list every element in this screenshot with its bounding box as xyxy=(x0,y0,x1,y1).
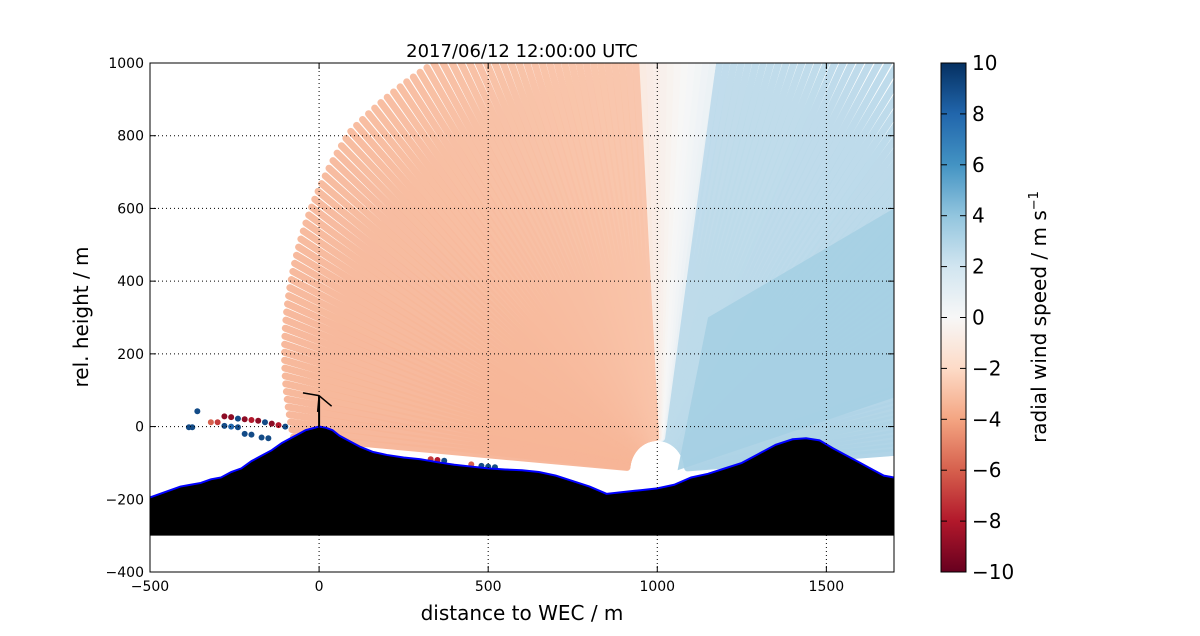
near-field-point xyxy=(185,424,192,431)
colorbar-tick-label: −10 xyxy=(972,560,1014,584)
colorbar-tick-label: 0 xyxy=(972,306,985,330)
y-tick-label: −200 xyxy=(106,492,144,508)
colorbar-tick-label: 2 xyxy=(972,255,985,279)
y-tick-label: 400 xyxy=(117,274,144,290)
turbine-blade xyxy=(316,395,320,413)
near-field-point xyxy=(275,422,282,429)
near-field-point xyxy=(207,419,214,426)
near-field-point xyxy=(221,422,228,429)
near-field-point xyxy=(241,430,248,437)
colorbar-tick-label: 4 xyxy=(972,204,985,228)
y-axis-label: rel. height / m xyxy=(69,246,93,387)
y-tick-label: 800 xyxy=(117,129,144,145)
colorbar-label: radial wind speed / m s−1 xyxy=(1027,191,1051,443)
x-axis: −500 0 500 1000 1500 xyxy=(131,63,844,595)
chart-title: 2017/06/12 12:00:00 UTC xyxy=(406,41,638,62)
near-field-point xyxy=(228,423,235,430)
lower-right-beams xyxy=(677,208,894,471)
wind-field-layer xyxy=(281,63,894,472)
colorbar-tick-label: −8 xyxy=(972,509,1001,533)
near-field-point xyxy=(261,419,268,426)
colorbar: −10 −8 −6 −4 −2 0 2 4 6 8 10 radial wind speed / m… xyxy=(940,51,1051,584)
x-tick-label: −500 xyxy=(131,579,169,595)
colorbar-tick-label: −4 xyxy=(972,407,1001,431)
terrain-layer xyxy=(150,425,894,536)
turbine-blade xyxy=(318,395,333,407)
near-field-point xyxy=(221,413,228,420)
near-field-point xyxy=(258,434,265,441)
colorbar-label-exponent: −1 xyxy=(1027,191,1042,210)
grid-lines xyxy=(150,63,894,572)
x-tick-label: 0 xyxy=(315,579,324,595)
colorbar-label-text: radial wind speed / m s xyxy=(1027,210,1051,443)
colorbar-tick-label: 6 xyxy=(972,153,985,177)
y-tick-label: −400 xyxy=(106,565,144,581)
x-tick-label: 1500 xyxy=(809,579,845,595)
x-tick-label: 1000 xyxy=(639,579,675,595)
terrain-fill xyxy=(150,426,894,536)
near-field-point xyxy=(234,415,241,422)
near-field-point xyxy=(265,435,272,442)
colorbar-tick-label: 8 xyxy=(972,102,985,126)
near-field-point xyxy=(228,414,235,421)
near-field-point xyxy=(194,408,201,415)
y-tick-label: 200 xyxy=(117,347,144,363)
plot-frame xyxy=(149,62,895,573)
wind-turbine xyxy=(302,392,333,427)
near-field-point xyxy=(248,431,255,438)
x-tick-label: 500 xyxy=(475,579,502,595)
y-tick-label: 0 xyxy=(135,420,144,436)
terrain-outline xyxy=(150,425,894,499)
colorbar-tick-label: 10 xyxy=(972,51,997,75)
colorbar-tick-label: −6 xyxy=(972,458,1001,482)
near-field-point xyxy=(282,423,289,430)
near-field-point xyxy=(234,424,241,431)
y-tick-label: 1000 xyxy=(108,56,144,72)
near-field-point xyxy=(214,419,221,426)
near-field-point xyxy=(255,417,262,424)
near-field-point xyxy=(241,416,248,423)
near-field-point xyxy=(268,420,275,427)
colorbar-ticks: −10 −8 −6 −4 −2 0 2 4 6 8 10 xyxy=(941,51,1014,584)
y-axis: −400 −200 0 200 400 600 800 1000 xyxy=(106,56,894,581)
turbine-blade xyxy=(302,392,320,397)
y-tick-label: 600 xyxy=(117,201,144,217)
near-field-point xyxy=(248,417,255,424)
x-axis-label: distance to WEC / m xyxy=(421,601,624,625)
colorbar-tick-label: −2 xyxy=(972,356,1001,380)
